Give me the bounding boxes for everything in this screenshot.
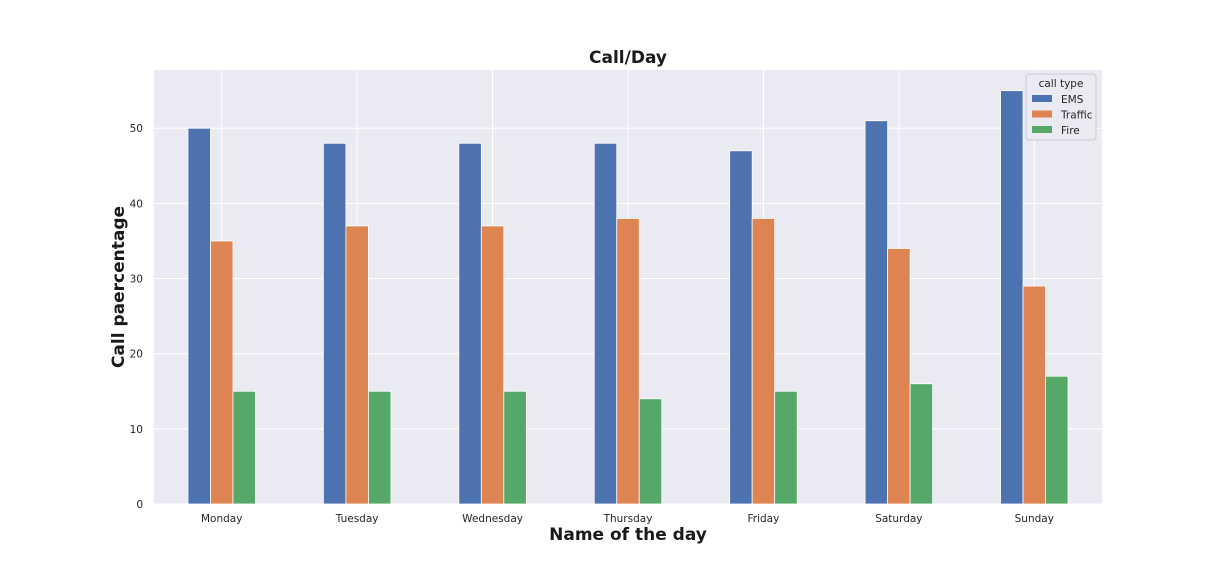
x-axis-label: Name of the day bbox=[549, 525, 707, 545]
bar-traffic-thursday bbox=[616, 218, 640, 505]
y-tick-label: 40 bbox=[130, 198, 143, 210]
legend: call type EMS Traffic Fire bbox=[1025, 73, 1097, 141]
y-tick-label: 0 bbox=[136, 499, 143, 511]
legend-items: EMS Traffic Fire bbox=[1032, 94, 1093, 137]
x-tick-label: Friday bbox=[748, 513, 780, 525]
bar-traffic-monday bbox=[210, 240, 234, 505]
legend-box bbox=[1025, 73, 1097, 141]
bar-ems-sunday bbox=[1000, 90, 1024, 505]
legend-swatch-traffic bbox=[1032, 110, 1052, 118]
y-tick-labels: 0 10 20 30 40 50 bbox=[130, 123, 143, 511]
bar-traffic-sunday bbox=[1022, 285, 1046, 505]
bar-traffic-tuesday bbox=[345, 225, 369, 505]
bar-ems-friday bbox=[729, 150, 753, 505]
legend-swatch-fire bbox=[1032, 126, 1052, 133]
x-tick-label: Wednesday bbox=[462, 513, 523, 525]
x-tick-label: Monday bbox=[201, 513, 242, 525]
bar-traffic-friday bbox=[751, 218, 776, 505]
legend-label-ems: EMS bbox=[1061, 94, 1084, 106]
y-axis-label: Call paercentage bbox=[109, 206, 129, 368]
x-tick-label: Sunday bbox=[1015, 513, 1054, 525]
bar-fire-wednesday bbox=[503, 390, 527, 505]
bar-fire-saturday bbox=[909, 383, 934, 505]
chart-title: Call/Day bbox=[589, 48, 667, 68]
x-tick-label: Saturday bbox=[875, 513, 922, 525]
bar-ems-monday bbox=[187, 127, 211, 505]
x-tick-label: Thursday bbox=[603, 513, 653, 525]
bar-ems-thursday bbox=[593, 142, 618, 505]
bar-ems-tuesday bbox=[322, 142, 347, 505]
bar-fire-tuesday bbox=[367, 390, 392, 505]
bar-ems-wednesday bbox=[458, 142, 482, 505]
y-tick-label: 30 bbox=[130, 274, 143, 286]
x-tick-label: Tuesday bbox=[335, 513, 379, 525]
y-tick-label: 20 bbox=[130, 349, 143, 361]
legend-title: call type bbox=[1039, 78, 1084, 90]
y-tick-label: 10 bbox=[130, 424, 143, 436]
y-tick-label: 50 bbox=[130, 123, 143, 135]
bar-traffic-saturday bbox=[887, 248, 911, 505]
legend-label-fire: Fire bbox=[1061, 125, 1080, 137]
legend-swatch-ems bbox=[1032, 95, 1052, 102]
bar-fire-friday bbox=[774, 390, 798, 505]
bars bbox=[187, 90, 1069, 505]
bar-traffic-wednesday bbox=[480, 225, 505, 505]
bar-fire-sunday bbox=[1045, 375, 1069, 505]
bar-fire-monday bbox=[232, 390, 256, 505]
legend-label-traffic: Traffic bbox=[1060, 110, 1093, 122]
bar-fire-thursday bbox=[638, 398, 663, 505]
bar-ems-saturday bbox=[864, 120, 889, 505]
x-tick-labels: Monday Tuesday Wednesday Thursday Friday Satu… bbox=[201, 513, 1054, 525]
